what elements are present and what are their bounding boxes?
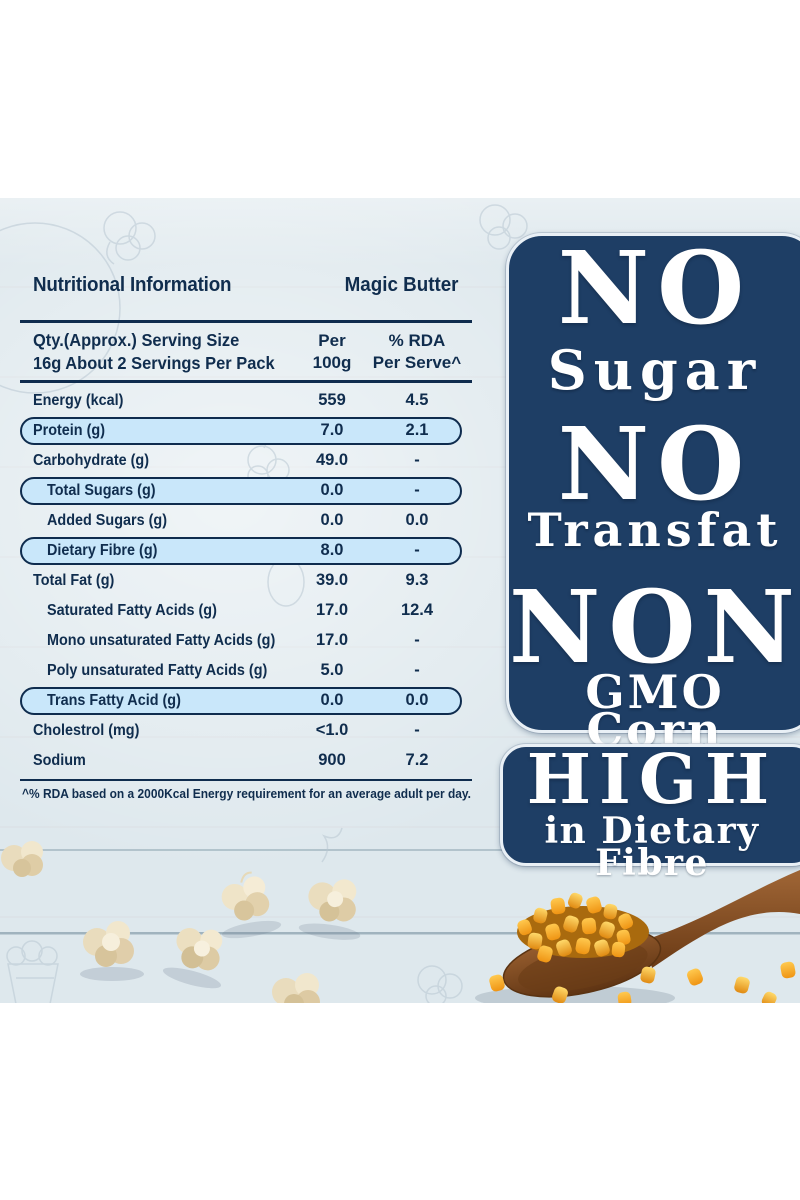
- table-title: Nutritional Information: [33, 274, 232, 296]
- per-100g-value: 17.0: [315, 631, 349, 650]
- doodle-sketches-icon: [0, 204, 528, 1003]
- table-row: Saturated Fatty Acids (g) 17.0 12.4: [20, 596, 472, 626]
- badge-high-fibre-small: in Dietary Fibre: [544, 809, 760, 885]
- rda-value: 0.0: [405, 691, 429, 710]
- rda-value: 9.3: [405, 571, 429, 590]
- scattered-kernels: [489, 961, 796, 1003]
- plank-seam: [0, 932, 800, 935]
- nutrition-table: Nutritional Information Magic Butter Qty…: [20, 268, 472, 801]
- badge-no-sugar-big: NO: [557, 229, 753, 347]
- nutrient-label: Mono unsaturated Fatty Acids (g): [47, 631, 276, 649]
- table-row: Carbohydrate (g) 49.0 -: [20, 446, 472, 476]
- per-100g-value: 7.0: [320, 421, 344, 440]
- table-row: Added Sugars (g) 0.0 0.0: [20, 506, 472, 536]
- spoon-handle: [645, 870, 800, 968]
- photo-decorations: [0, 204, 800, 1003]
- rda-value: -: [414, 631, 420, 650]
- rda-value: -: [414, 721, 420, 740]
- rda-value: -: [414, 451, 420, 470]
- table-row: Cholestrol (mg) <1.0 -: [20, 716, 472, 746]
- nutrient-label: Saturated Fatty Acids (g): [47, 601, 217, 619]
- badge-no-transfat-big: NO: [557, 405, 753, 524]
- claims-panel: NO Sugar NO Transfat NON GMO Corn: [506, 229, 800, 753]
- nutrient-label: Protein (g): [33, 421, 105, 439]
- badge-no-sugar-small: Sugar: [547, 338, 763, 402]
- badge-high-fibre-big: HIGH: [526, 740, 778, 820]
- serving-size-line2: 16g About 2 Servings Per Pack: [33, 352, 275, 373]
- nutrient-label: Added Sugars (g): [47, 511, 168, 529]
- divider: [20, 320, 472, 323]
- per-100g-value: 17.0: [315, 601, 349, 620]
- table-row: Dietary Fibre (g) 8.0 -: [20, 536, 472, 566]
- corn-spoon-photo: [475, 870, 800, 1003]
- per-100g-value: 5.0: [320, 661, 344, 680]
- rda-value: 12.4: [400, 601, 434, 620]
- serving-header-row: Qty.(Approx.) Serving Size 16g About 2 S…: [20, 329, 472, 375]
- rda-value: 7.2: [405, 751, 429, 770]
- per-100g-value: 559: [318, 391, 346, 410]
- product-flavour-name: Magic Butter: [345, 274, 459, 296]
- table-row: Protein (g) 7.0 2.1: [20, 416, 472, 446]
- per-100g-value: <1.0: [315, 721, 349, 740]
- table-row: Sodium 900 7.2: [20, 746, 472, 776]
- nutrient-label: Total Sugars (g): [47, 481, 156, 499]
- column-header-per-100g: Per 100g: [312, 330, 352, 372]
- per-100g-value: 0.0: [320, 481, 344, 500]
- badge-no-transfat-small: Transfat: [527, 503, 783, 558]
- nutrient-label: Energy (kcal): [33, 391, 124, 409]
- divider: [20, 379, 472, 383]
- nutrient-label: Dietary Fibre (g): [47, 541, 158, 559]
- rda-value: 2.1: [405, 421, 429, 440]
- per-100g-value: 49.0: [315, 451, 349, 470]
- badge-high-fibre: HIGH in Dietary Fibre: [500, 740, 800, 881]
- table-row: Total Fat (g) 39.0 9.3: [20, 566, 472, 596]
- table-row: Total Sugars (g) 0.0 -: [20, 476, 472, 506]
- per-100g-value: 39.0: [315, 571, 349, 590]
- table-row: Poly unsaturated Fatty Acids (g) 5.0 -: [20, 656, 472, 686]
- serving-size-line1: Qty.(Approx.) Serving Size: [33, 329, 240, 350]
- table-row: Mono unsaturated Fatty Acids (g) 17.0 -: [20, 626, 472, 656]
- popcorn-pieces-photo: [1, 841, 361, 1003]
- per-100g-value: 900: [318, 751, 346, 770]
- table-row: Trans Fatty Acid (g) 0.0 0.0: [20, 686, 472, 716]
- per-100g-value: 0.0: [320, 691, 344, 710]
- divider: [20, 778, 472, 781]
- table-header: Nutritional Information Magic Butter: [20, 268, 472, 320]
- plank-seam: [0, 849, 800, 851]
- doodle-popcorn-cup-icon: [6, 940, 59, 1003]
- rda-value: 0.0: [405, 511, 429, 530]
- table-row: Energy (kcal) 559 4.5: [20, 386, 472, 416]
- nutrient-label: Carbohydrate (g): [33, 451, 150, 469]
- rda-footnote: ^% RDA based on a 2000Kcal Energy requir…: [22, 785, 472, 801]
- rda-value: -: [414, 661, 420, 680]
- per-100g-value: 8.0: [320, 541, 344, 560]
- badge-non-gmo-big: NON: [509, 567, 800, 686]
- column-header-rda: % RDA Per Serve^: [372, 330, 462, 372]
- nutrient-label: Trans Fatty Acid (g): [47, 691, 181, 709]
- nutrient-label: Poly unsaturated Fatty Acids (g): [47, 661, 268, 679]
- nutrient-label: Cholestrol (mg): [33, 721, 140, 739]
- corn-kernels: [517, 892, 634, 963]
- rda-value: -: [414, 541, 420, 560]
- nutrient-label: Sodium: [33, 751, 86, 769]
- rda-value: -: [414, 481, 420, 500]
- rda-value: 4.5: [405, 391, 429, 410]
- per-100g-value: 0.0: [320, 511, 344, 530]
- nutrition-rows: Energy (kcal) 559 4.5 Protein (g) 7.0 2.1 Carb…: [20, 386, 472, 776]
- nutrient-label: Total Fat (g): [33, 571, 115, 589]
